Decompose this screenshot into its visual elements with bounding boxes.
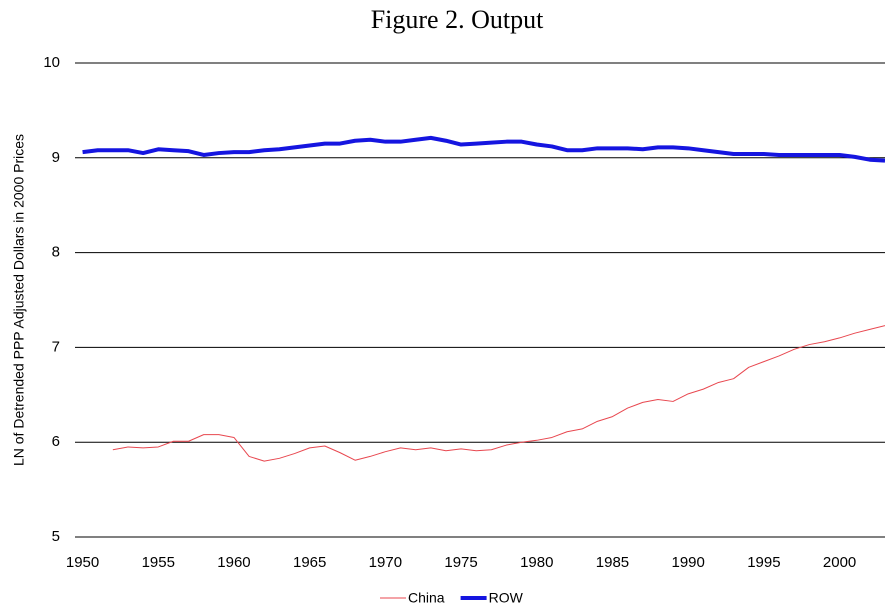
x-tick-label: 2000: [823, 554, 856, 571]
x-tick-label: 1955: [142, 554, 175, 571]
y-tick-label: 9: [52, 149, 60, 166]
x-tick-label: 1960: [217, 554, 250, 571]
x-tick-label: 1950: [66, 554, 99, 571]
x-tick-label: 1965: [293, 554, 326, 571]
x-tick-label: 1985: [596, 554, 629, 571]
y-tick-label: 5: [52, 528, 60, 545]
x-tick-label: 1990: [671, 554, 704, 571]
x-tick-label: 1995: [747, 554, 780, 571]
y-tick-label: 7: [52, 338, 60, 355]
data-line: [82, 135, 885, 163]
x-tick-label: 1970: [369, 554, 402, 571]
x-tick-label: 1975: [444, 554, 477, 571]
x-tick-label: 1980: [520, 554, 553, 571]
data-line: [112, 325, 885, 462]
y-tick-label: 6: [52, 433, 60, 450]
legend-label: China: [408, 590, 445, 606]
chart-title: Figure 2. Output: [371, 5, 544, 34]
y-axis-label: LN of Detrended PPP Adjusted Dollars in …: [11, 134, 27, 466]
y-tick-label: 10: [43, 54, 60, 71]
legend-label: ROW: [489, 590, 524, 606]
y-tick-label: 8: [52, 244, 60, 261]
